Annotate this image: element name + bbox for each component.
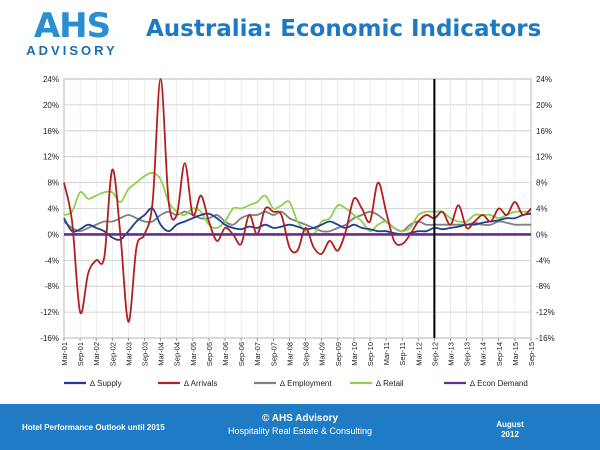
x-tick-label: Mar-11 (382, 342, 391, 365)
y-tick-label-left: 8% (47, 179, 59, 188)
x-tick-label: Sep-08 (302, 342, 311, 366)
x-tick-label: Sep-06 (237, 342, 246, 366)
x-tick-label: Sep-03 (141, 342, 150, 366)
y-tick-label-right: -4% (536, 256, 550, 265)
footer-report-title: Hotel Performance Outlook until 2015 (22, 423, 165, 432)
x-tick-label: Mar-13 (446, 342, 455, 366)
y-tick-label-right: -16% (536, 334, 555, 343)
footer-date: August 2012 (480, 420, 540, 440)
y-tick-label-left: -4% (45, 256, 59, 265)
y-tick-label-left: 20% (43, 101, 59, 110)
x-tick-label: Mar-12 (414, 342, 423, 366)
ahs-advisory-logo: AHS ADVISORY (12, 8, 132, 60)
footer-date-year: 2012 (501, 430, 519, 439)
x-tick-label: Mar-08 (285, 342, 294, 366)
y-tick-label-right: 0% (536, 230, 548, 239)
footer-date-month: August (496, 420, 524, 429)
y-tick-label-right: -8% (536, 282, 550, 291)
y-tick-label-left: 24% (43, 75, 59, 84)
y-tick-label-right: 12% (536, 153, 552, 162)
x-tick-label: Mar-05 (189, 342, 198, 366)
x-tick-label: Sep-12 (430, 342, 439, 366)
series-line-supply (63, 207, 532, 241)
y-tick-label-left: -8% (45, 282, 59, 291)
x-tick-label: Mar-09 (318, 342, 327, 366)
y-tick-label-left: -16% (40, 334, 59, 343)
footer-bar: Hotel Performance Outlook until 2015 © A… (0, 404, 600, 450)
x-tick-label: Mar-03 (124, 342, 133, 366)
legend-label-employment: ∆ Employment (280, 379, 332, 388)
x-tick-label: Sep-11 (398, 342, 407, 366)
y-tick-label-right: -12% (536, 308, 555, 317)
x-tick-label: Sep-10 (366, 342, 375, 366)
y-tick-label-left: -12% (40, 308, 59, 317)
page-title: Australia: Economic Indicators (146, 16, 542, 42)
x-tick-label: Sep-13 (463, 342, 472, 366)
footer-copyright: © AHS Advisory (261, 413, 339, 424)
y-tick-label-right: 24% (536, 75, 552, 84)
y-tick-label-left: 0% (47, 230, 59, 239)
y-tick-label-left: 16% (43, 127, 59, 136)
x-tick-label: Sep-14 (495, 342, 504, 366)
x-tick-label: Mar-02 (92, 342, 101, 366)
x-tick-label: Sep-02 (108, 342, 117, 366)
x-tick-label: Mar-04 (157, 342, 166, 366)
legend-label-arrivals: ∆ Arrivals (184, 379, 217, 388)
logo-text: AHS (33, 6, 111, 46)
x-tick-label: Sep-07 (269, 342, 278, 366)
x-tick-label: Mar-06 (221, 342, 230, 366)
y-tick-label-right: 8% (536, 179, 548, 188)
x-tick-label: Mar-15 (511, 342, 520, 366)
x-tick-label: Sep-05 (205, 342, 214, 366)
series-line-arrivals (63, 78, 532, 323)
x-tick-label: Mar-14 (479, 342, 488, 366)
x-tick-label: Sep-04 (173, 342, 182, 366)
y-tick-label-left: 12% (43, 153, 59, 162)
footer-company-tagline: Hospitality Real Estate & Consulting (227, 426, 373, 436)
y-tick-label-right: 16% (536, 127, 552, 136)
logo-subtext: ADVISORY (26, 43, 118, 58)
x-tick-label: Mar-07 (253, 342, 262, 366)
y-tick-label-right: 4% (536, 205, 548, 214)
economic-indicators-chart: -16% -16% -12% -12% -8% -8% -4% -4% 0% 0% 4% 4% 8% 8%… (40, 75, 555, 388)
legend-label-retail: ∆ Retail (376, 379, 404, 388)
y-tick-label-right: 20% (536, 101, 552, 110)
legend-label-supply: ∆ Supply (90, 379, 122, 388)
legend-label-econ-demand: ∆ Econ Demand (470, 379, 528, 388)
x-tick-label: Sep-15 (527, 342, 536, 366)
x-tick-label: Sep-01 (76, 342, 85, 366)
x-tick-label: Sep-09 (334, 342, 343, 366)
x-tick-label: Mar-10 (350, 342, 359, 366)
y-tick-label-left: 4% (47, 205, 59, 214)
x-tick-label: Mar-01 (60, 342, 69, 366)
